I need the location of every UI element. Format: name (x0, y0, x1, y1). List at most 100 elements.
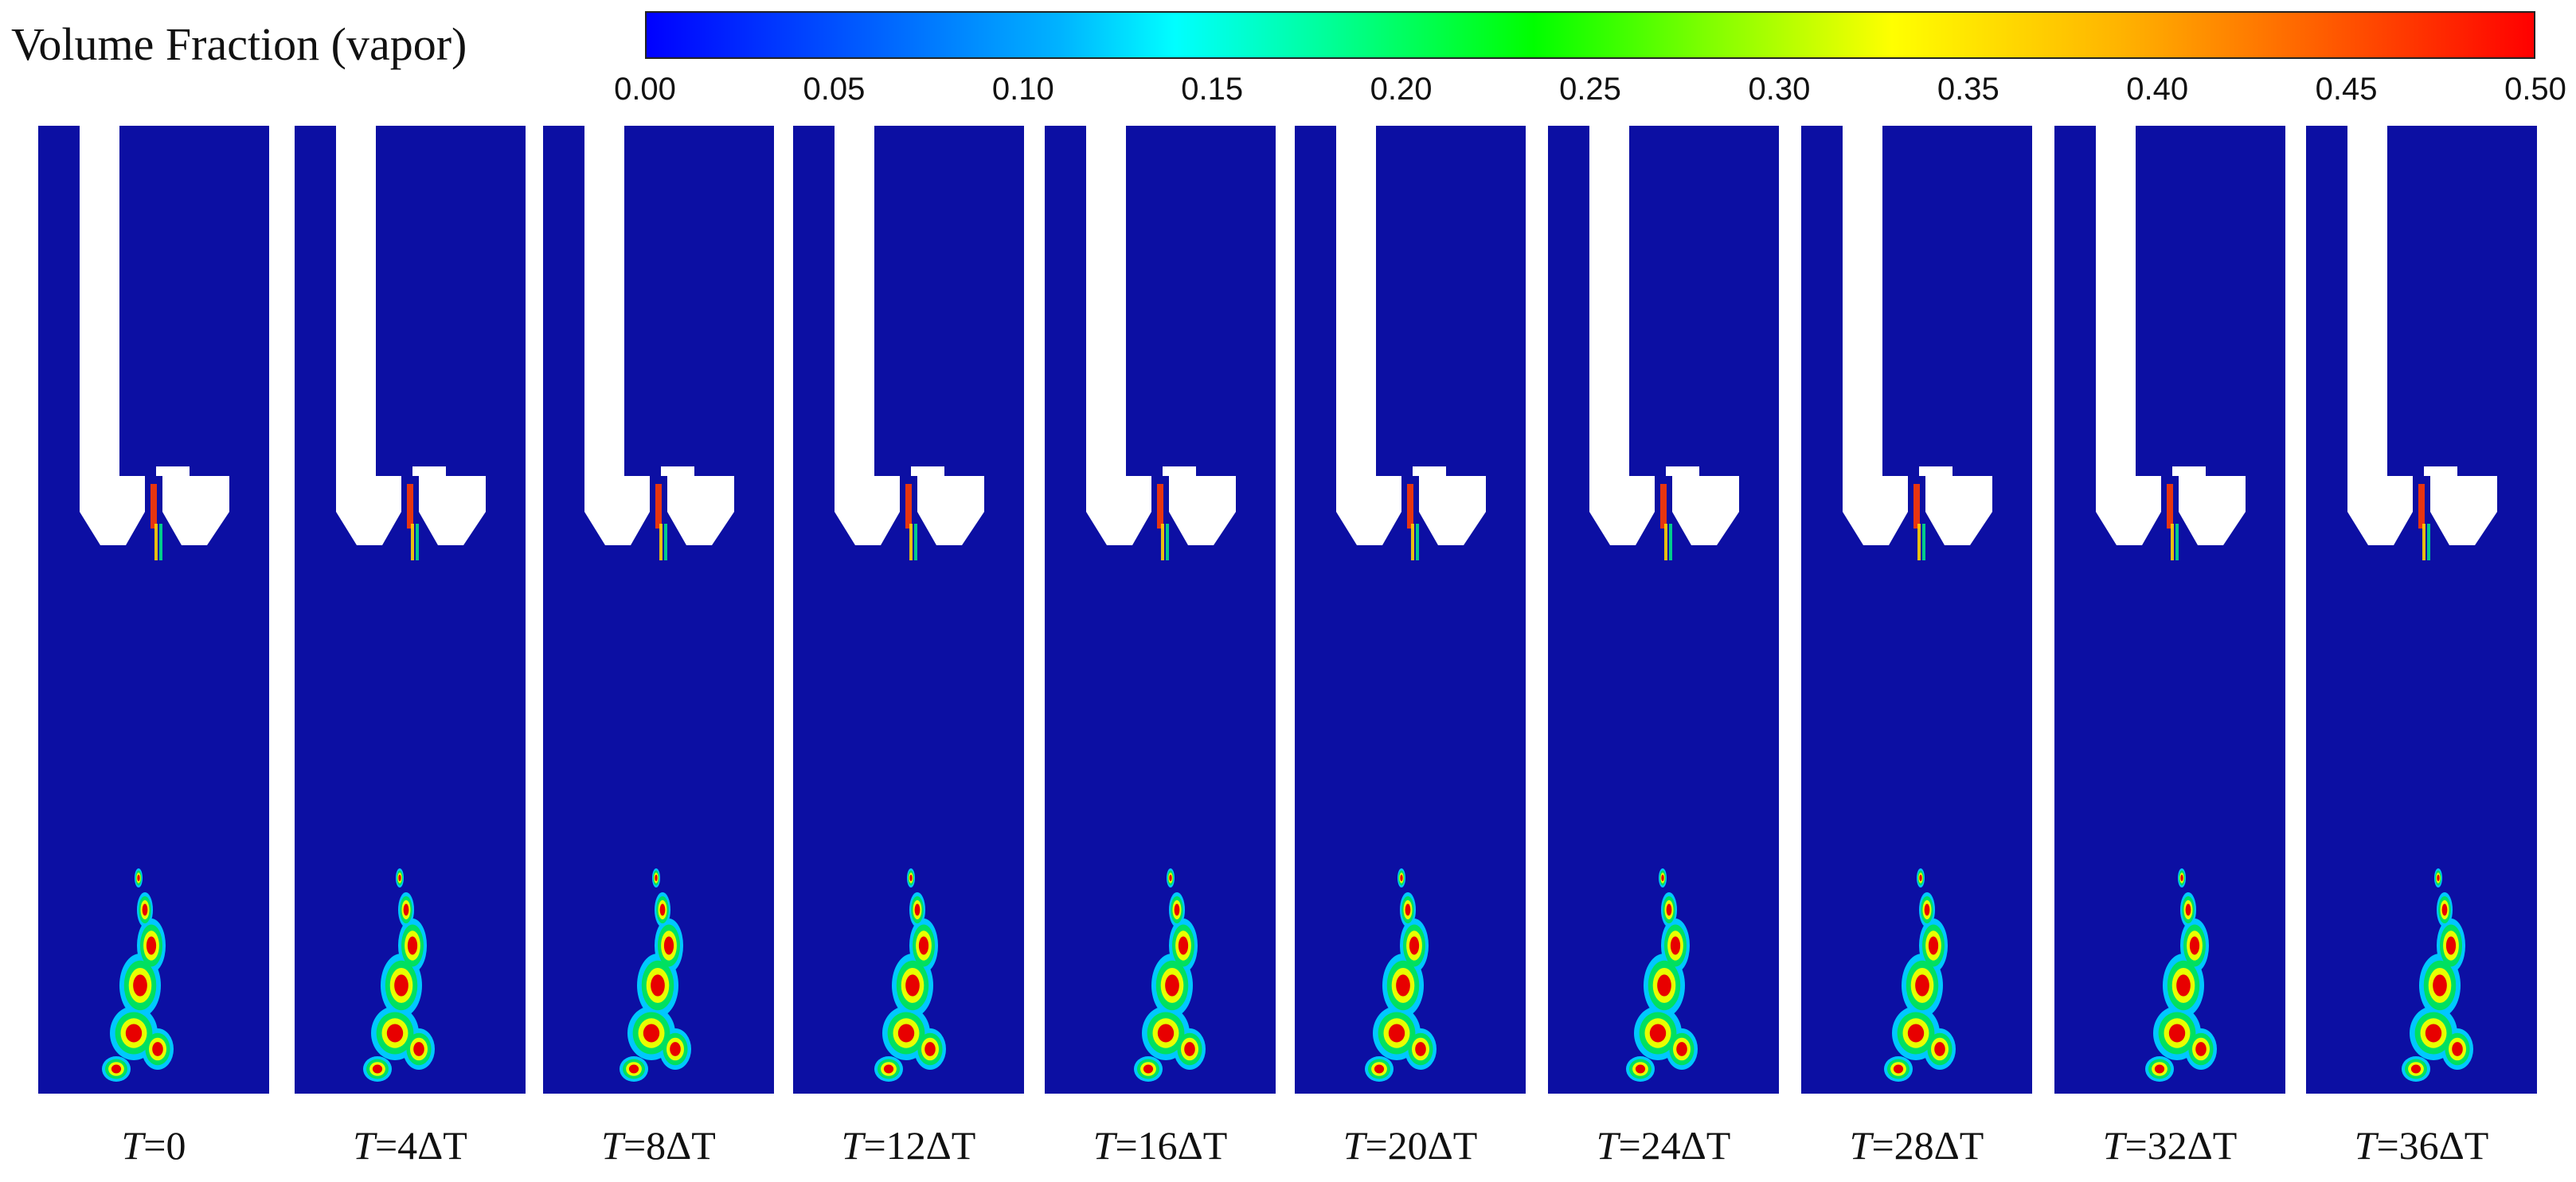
colorbar-tick-label: 0.40 (2126, 72, 2189, 107)
jet-streak (1664, 524, 1667, 560)
jet-streak (1166, 524, 1169, 560)
jet-streak (2422, 524, 2426, 560)
vapor-cloud (663, 936, 674, 955)
jet-streak (2418, 484, 2425, 529)
jet-streak (407, 484, 413, 529)
vapor-cloud (111, 1064, 122, 1074)
vapor-cloud (1374, 1064, 1385, 1074)
nozzle-wall (336, 126, 486, 545)
vapor-cloud (924, 1042, 936, 1056)
vapor-cloud (1666, 903, 1672, 916)
nozzle-needle (1629, 126, 1699, 466)
nozzle-wall (584, 126, 734, 545)
vapor-cloud (398, 874, 401, 882)
jet-streak (659, 524, 663, 560)
nozzle-wall (1589, 126, 1739, 545)
contour-plot (1548, 126, 1779, 1094)
contour-panel (543, 126, 774, 1094)
vapor-cloud (628, 1064, 639, 1074)
vapor-cloud (1178, 936, 1189, 955)
vapor-cloud (1661, 874, 1664, 882)
vapor-cloud (407, 936, 418, 955)
jet-streak (1660, 484, 1667, 529)
nozzle-needle (1126, 126, 1196, 466)
colorbar-tick-label: 0.20 (1370, 72, 1433, 107)
contour-plot (1801, 126, 2032, 1094)
nozzle-wall (835, 126, 984, 545)
nozzle-needle (2387, 126, 2457, 466)
vapor-cloud (1396, 974, 1410, 997)
jet-streak (1407, 484, 1413, 529)
jet-streak (159, 524, 162, 560)
time-label: T=36ΔT (2354, 1123, 2489, 1168)
vapor-cloud (2437, 874, 2440, 882)
colorbar-title: Volume Fraction (vapor) (11, 18, 467, 70)
vapor-cloud (403, 903, 409, 916)
time-label: T=12ΔT (841, 1123, 976, 1168)
vapor-cloud (1907, 1024, 1925, 1043)
vapor-cloud (905, 974, 920, 997)
vapor-cloud (2433, 974, 2447, 997)
vapor-cloud (1165, 974, 1179, 997)
vapor-cloud (2425, 1024, 2442, 1043)
vapor-cloud (1143, 1064, 1154, 1074)
vapor-cloud (655, 874, 658, 882)
contour-plot (2306, 126, 2537, 1094)
contour-panel (2306, 126, 2537, 1094)
nozzle-needle (376, 126, 446, 466)
vapor-cloud (1405, 903, 1411, 916)
jet-streak (664, 524, 667, 560)
contour-panel (1295, 126, 1526, 1094)
vapor-cloud (1409, 936, 1420, 955)
vapor-cloud (1924, 903, 1930, 916)
contour-panel (1548, 126, 1779, 1094)
vapor-cloud (1670, 936, 1681, 955)
time-label: T=8ΔT (601, 1123, 716, 1168)
jet-streak (2175, 524, 2179, 560)
nozzle-needle (874, 126, 944, 466)
vapor-cloud (2445, 936, 2457, 955)
vapor-cloud (1157, 1024, 1175, 1043)
vapor-cloud (2452, 1042, 2463, 1056)
colorbar (645, 11, 2535, 59)
vapor-cloud (883, 1064, 894, 1074)
contour-plot (793, 126, 1024, 1094)
contour-plot (543, 126, 774, 1094)
vapor-cloud (1676, 1042, 1687, 1056)
vapor-cloud (1649, 1024, 1667, 1043)
jet-streak (2427, 524, 2430, 560)
colorbar-tick-label: 0.50 (2504, 72, 2566, 107)
time-label: T=28ΔT (1849, 1123, 1984, 1168)
nozzle-needle (119, 126, 190, 466)
jet-streak (655, 484, 662, 529)
colorbar-tick-label: 0.10 (991, 72, 1054, 107)
vapor-cloud (146, 936, 157, 955)
vapor-cloud (2154, 1064, 2165, 1074)
contour-panel (1801, 126, 2032, 1094)
vapor-cloud (152, 1042, 163, 1056)
jet-streak (2167, 484, 2173, 529)
nozzle-needle (1376, 126, 1446, 466)
jet-streak (1917, 524, 1921, 560)
jet-streak (411, 524, 414, 560)
contour-panel (2054, 126, 2285, 1094)
time-label: T=32ΔT (2102, 1123, 2238, 1168)
vapor-cloud (142, 903, 148, 916)
vapor-cloud (1657, 974, 1671, 997)
jet-streak (1416, 524, 1419, 560)
vapor-cloud (1388, 1024, 1405, 1043)
vapor-cloud (643, 1024, 660, 1043)
jet-streak (1157, 484, 1163, 529)
nozzle-needle (2136, 126, 2206, 466)
vapor-cloud (651, 974, 665, 997)
vapor-cloud (372, 1064, 383, 1074)
contour-plot (1295, 126, 1526, 1094)
vapor-cloud (2410, 1064, 2422, 1074)
contour-plot (295, 126, 526, 1094)
vapor-cloud (133, 974, 147, 997)
colorbar-ticks: 0.00 0.05 0.10 0.15 0.20 0.25 0.30 0.35 0.40 0.45… (0, 72, 2576, 116)
vapor-cloud (2441, 903, 2448, 916)
colorbar-tick-label: 0.00 (614, 72, 676, 107)
vapor-cloud (914, 903, 921, 916)
vapor-cloud (909, 874, 913, 882)
